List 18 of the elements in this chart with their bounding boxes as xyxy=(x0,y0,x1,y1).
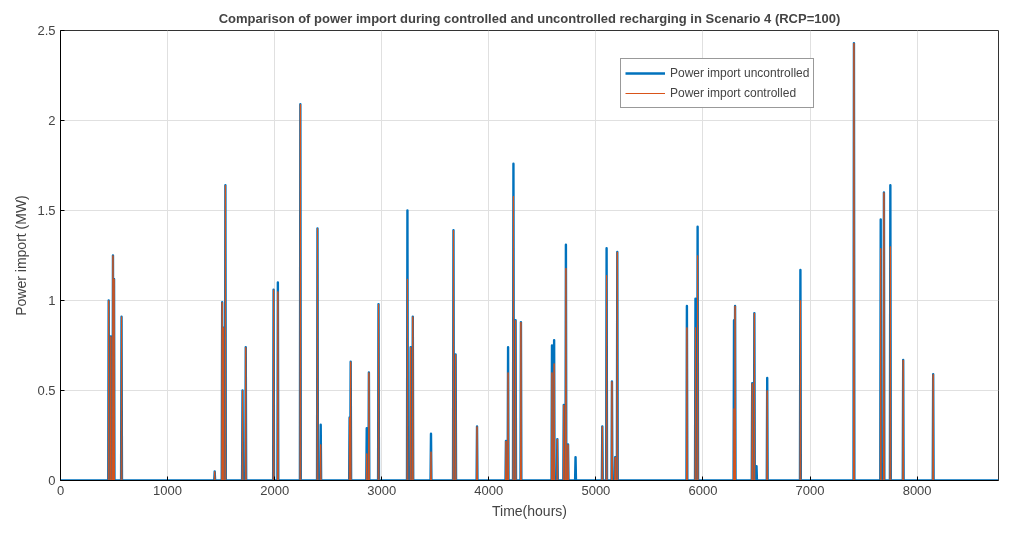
x-tick-label: 3000 xyxy=(367,482,397,498)
legend-label: Power import controlled xyxy=(670,86,797,100)
y-tick-label: 1 xyxy=(48,293,56,308)
y-axis-title: Power import (MW) xyxy=(13,195,30,316)
x-tick-label: 4000 xyxy=(474,482,504,498)
x-tick-label: 8000 xyxy=(902,482,932,498)
legend-label: Power import uncontrolled xyxy=(670,66,810,80)
x-tick-label: 1000 xyxy=(153,482,183,498)
x-axis-title: Time(hours) xyxy=(492,502,567,519)
x-tick-label: 2000 xyxy=(260,482,290,498)
y-tick-label: 1.5 xyxy=(37,203,56,218)
y-tick-label: 0.5 xyxy=(37,383,56,398)
y-tick-label: 2.5 xyxy=(37,23,56,38)
x-tick-label: 5000 xyxy=(581,482,611,498)
chart-title: Comparison of power import during controlled and uncontrolled recharging in Scenario 4 (RCP=100) xyxy=(218,10,841,26)
y-tick-label: 2 xyxy=(48,113,56,128)
x-tick-label: 6000 xyxy=(688,482,718,498)
x-tick-label: 7000 xyxy=(795,482,825,498)
